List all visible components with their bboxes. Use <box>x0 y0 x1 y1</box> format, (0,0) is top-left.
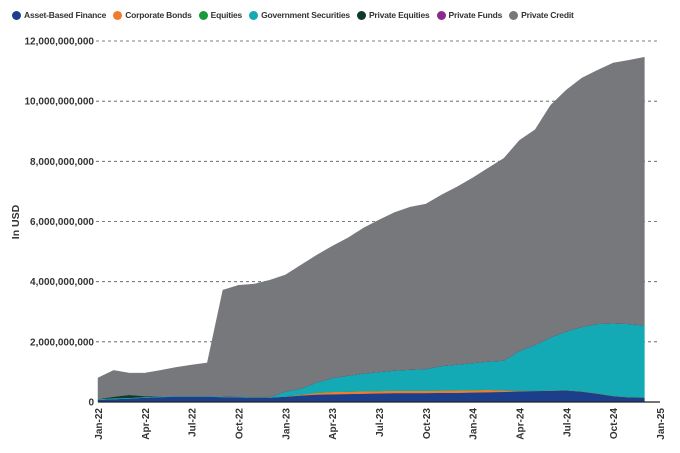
x-tick-label: Jul-24 <box>562 408 573 437</box>
y-axis-label: In USD <box>10 204 22 239</box>
legend-label: Private Funds <box>448 10 503 20</box>
legend-swatch <box>249 10 259 20</box>
legend-item[interactable]: Private Equities <box>356 10 430 20</box>
legend-swatch <box>436 10 446 20</box>
x-tick-label: Apr-24 <box>516 408 527 440</box>
legend-item[interactable]: Corporate Bonds <box>113 10 192 20</box>
legend-item[interactable]: Equities <box>198 10 243 20</box>
x-tick-label: Apr-22 <box>141 408 152 440</box>
legend-item[interactable]: Government Securities <box>249 10 350 20</box>
legend-label: Government Securities <box>261 10 350 20</box>
legend-swatch <box>356 10 366 20</box>
x-tick-label: Oct-24 <box>609 408 620 440</box>
legend-label: Equities <box>210 10 243 20</box>
x-tick-label: Jan-22 <box>94 408 105 440</box>
y-tick-label: 8,000,000,000 <box>30 157 94 168</box>
legend-swatch <box>12 10 21 20</box>
x-tick-label: Oct-23 <box>422 408 433 440</box>
y-tick-label: 12,000,000,000 <box>24 37 94 48</box>
y-tick-label: 2,000,000,000 <box>30 337 94 348</box>
x-tick-label: Jan-23 <box>281 408 292 440</box>
legend-item[interactable]: Asset-Based Finance <box>12 10 106 20</box>
chart-legend: Asset-Based Finance Corporate Bonds Equiti… <box>12 10 672 20</box>
legend-item[interactable]: Private Credit <box>509 10 574 20</box>
x-tick-label: Jan-25 <box>656 408 667 440</box>
legend-label: Private Credit <box>521 10 574 20</box>
x-tick-label: Apr-23 <box>328 408 339 440</box>
area-private-credit[interactable] <box>97 56 645 400</box>
y-tick-label: 6,000,000,000 <box>30 217 94 228</box>
legend-label: Private Equities <box>368 10 430 20</box>
legend-label: Asset-Based Finance <box>24 10 107 20</box>
legend-item[interactable]: Private Funds <box>436 10 503 20</box>
y-tick-label: 10,000,000,000 <box>24 97 94 108</box>
legend-label: Corporate Bonds <box>125 10 192 20</box>
legend-swatch <box>113 10 123 20</box>
x-tick-label: Oct-22 <box>235 408 246 440</box>
legend-swatch <box>509 10 519 20</box>
y-tick-label: 0 <box>88 398 94 409</box>
x-tick-label: Jul-23 <box>375 408 386 437</box>
legend-swatch <box>198 10 208 20</box>
x-tick-label: Jul-22 <box>188 408 199 437</box>
y-tick-label: 4,000,000,000 <box>30 277 94 288</box>
x-tick-label: Jan-24 <box>469 408 480 440</box>
